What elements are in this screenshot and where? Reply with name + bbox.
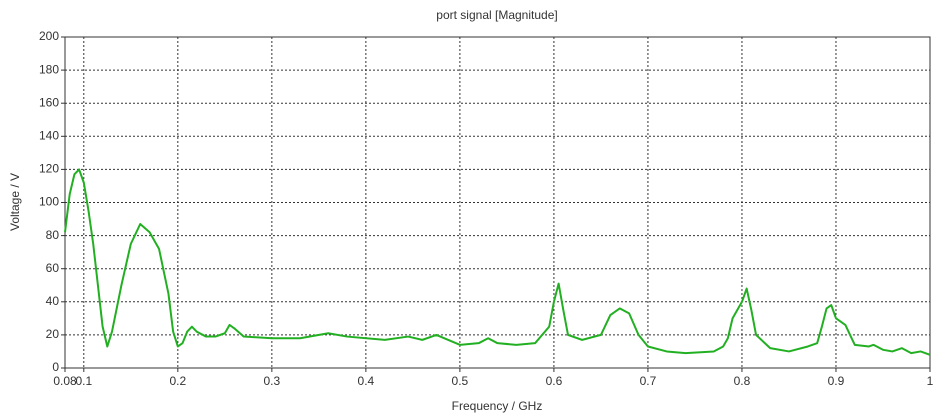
signal-line	[64, 168, 931, 356]
y-tick-label: 140	[39, 128, 59, 142]
y-tick-label: 100	[39, 195, 59, 209]
x-tick-label: 0.1	[75, 374, 92, 388]
x-tick-label: 0.5	[452, 374, 469, 388]
x-tick-label: 0.2	[169, 374, 186, 388]
y-tick-label: 200	[39, 29, 59, 43]
y-tick-label: 40	[46, 294, 60, 308]
y-tick-label: 20	[46, 327, 60, 341]
y-tick-label: 0	[52, 360, 59, 374]
x-tick-label: 0.6	[546, 374, 563, 388]
x-tick-label: 0.3	[264, 374, 281, 388]
x-tick-label: 0.08	[53, 374, 77, 388]
y-tick-label: 160	[39, 95, 59, 109]
y-tick-label: 60	[46, 261, 60, 275]
x-tick-label: 0.8	[734, 374, 751, 388]
y-tick-label: 180	[39, 62, 59, 76]
x-tick-label: 0.9	[828, 374, 845, 388]
y-axis-label: Voltage / V	[8, 173, 22, 231]
y-tick-label: 120	[39, 162, 59, 176]
x-tick-label: 0.7	[640, 374, 657, 388]
x-tick-label: 0.4	[358, 374, 375, 388]
chart-title: port signal [Magnitude]	[436, 8, 557, 22]
y-tick-label: 80	[46, 228, 60, 242]
x-axis-label: Frequency / GHz	[452, 399, 543, 413]
x-tick-label: 1	[927, 374, 934, 388]
